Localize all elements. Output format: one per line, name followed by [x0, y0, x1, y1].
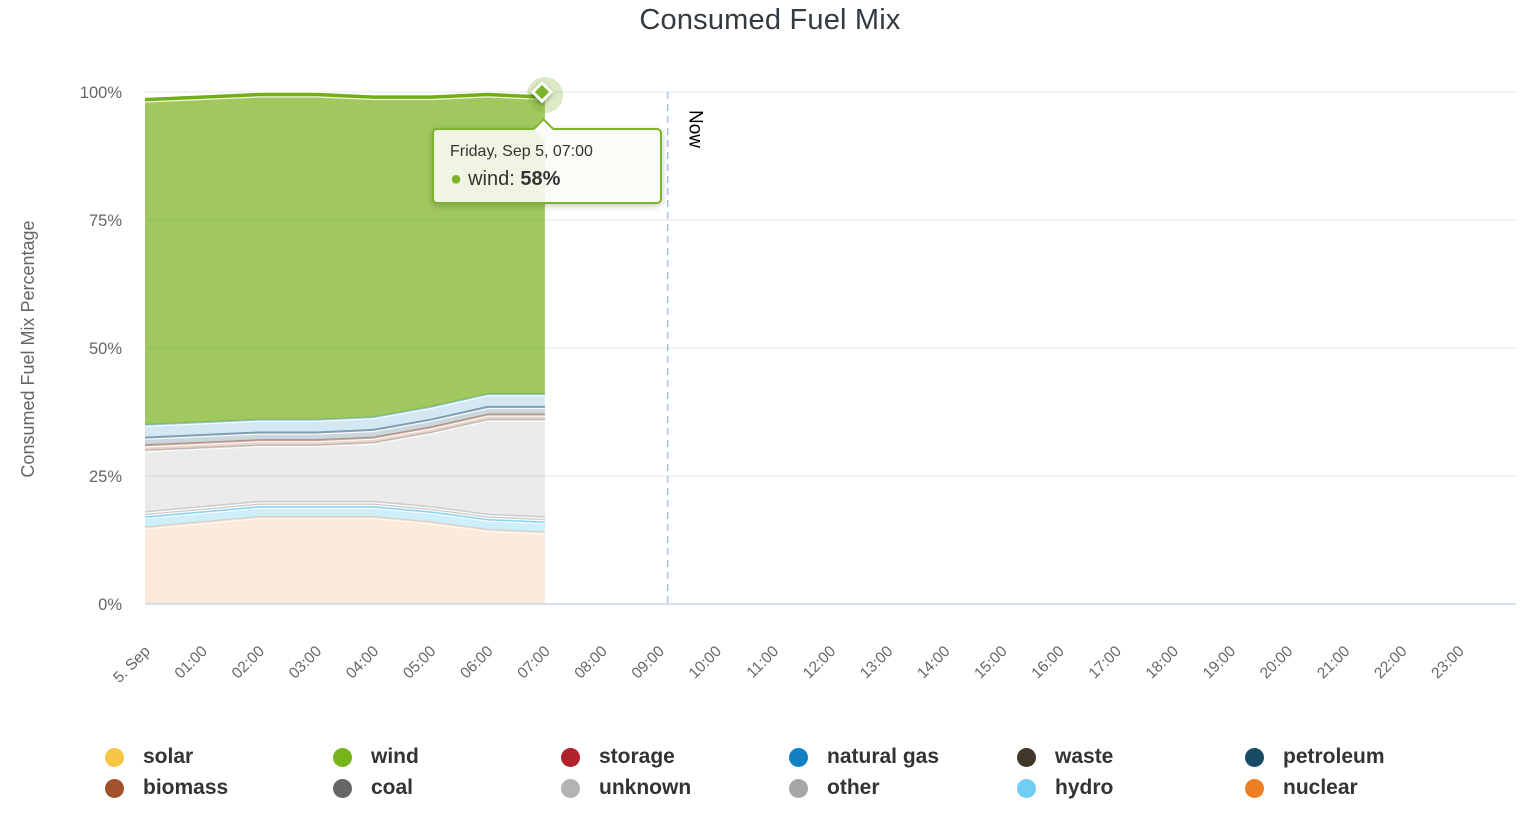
x-tick-label: 12:00	[800, 643, 840, 683]
legend-marker-icon	[1017, 778, 1036, 798]
area-line-halo	[144, 417, 545, 453]
x-tick-label: 02:00	[229, 643, 269, 683]
area-line-hydro	[144, 505, 545, 524]
x-tick-label: 21:00	[1314, 643, 1354, 683]
area-line-other	[144, 503, 545, 521]
legend-label: coal	[371, 776, 414, 799]
legend-label: other	[827, 776, 880, 799]
area-line-petroleum	[144, 405, 545, 439]
x-tick-label: 5. Sep	[110, 643, 154, 687]
legend-item-solar[interactable]: solar	[105, 742, 333, 772]
legend-item-nuclear[interactable]: nuclear	[1245, 773, 1473, 803]
tooltip: Friday, Sep 5, 07:00 ● wind: 58%	[432, 117, 662, 204]
x-tick-label: 18:00	[1143, 643, 1183, 683]
x-tick-label: 17:00	[1085, 643, 1125, 683]
y-tick-label: 25%	[89, 468, 122, 486]
y-tick-label: 50%	[89, 340, 122, 358]
legend-item-wind[interactable]: wind	[333, 742, 561, 772]
area-hydro	[145, 506, 545, 533]
area-line-nuclear	[144, 515, 545, 534]
legend-item-other[interactable]: other	[789, 773, 1017, 803]
x-tick-label: 13:00	[857, 643, 897, 683]
legend-item-petroleum[interactable]: petroleum	[1245, 742, 1473, 772]
x-tick-label: 03:00	[286, 643, 326, 683]
series-bullet-icon: ●	[450, 168, 463, 190]
x-tick-label: 05:00	[400, 643, 440, 683]
legend-marker-icon	[105, 747, 124, 767]
legend-label: solar	[143, 745, 194, 768]
x-tick-label: 22:00	[1371, 643, 1411, 683]
legend: solar wind storage natural gas waste petroleu…	[105, 742, 1473, 803]
tooltip-series-row: ● wind: 58%	[450, 168, 644, 191]
legend-item-biomass[interactable]: biomass	[105, 773, 333, 803]
area-line-wind	[144, 92, 545, 102]
tooltip-value: 58%	[520, 168, 561, 190]
legend-item-unknown[interactable]: unknown	[561, 773, 789, 803]
x-tick-label: 15:00	[971, 643, 1011, 683]
legend-item-hydro[interactable]: hydro	[1017, 773, 1245, 803]
legend-label: natural gas	[827, 745, 940, 768]
legend-marker-icon	[333, 778, 352, 798]
x-tick-label: 20:00	[1257, 643, 1297, 683]
legend-marker-icon	[333, 747, 352, 767]
x-tick-label: 08:00	[571, 643, 611, 683]
area-line-biomass	[144, 413, 545, 447]
legend-label: unknown	[599, 776, 692, 799]
legend-marker-icon	[1017, 747, 1036, 767]
legend-label: petroleum	[1283, 745, 1385, 768]
legend-marker-icon	[561, 778, 580, 798]
legend-marker-icon	[561, 747, 580, 767]
legend-label: storage	[599, 745, 675, 768]
area-line-coal	[144, 418, 545, 452]
legend-marker-icon	[1245, 747, 1264, 767]
legend-marker-icon	[1245, 778, 1264, 798]
x-tick-label: 10:00	[686, 643, 726, 683]
y-tick-label: 75%	[89, 212, 122, 230]
area-line-unknown	[144, 500, 545, 518]
area-coal	[145, 419, 545, 517]
tooltip-series-label: wind:	[468, 168, 515, 190]
chart-title: Consumed Fuel Mix	[639, 4, 901, 36]
area-nuclear	[145, 516, 545, 604]
area-line-halo	[144, 514, 545, 535]
legend-item-storage[interactable]: storage	[561, 742, 789, 772]
legend-marker-icon	[789, 747, 808, 767]
legend-marker-icon	[789, 778, 808, 798]
x-tick-label: 01:00	[171, 643, 211, 683]
x-tick-label: 19:00	[1200, 643, 1240, 683]
x-tick-label: 04:00	[343, 643, 383, 683]
y-tick-label: 100%	[80, 84, 123, 102]
x-tick-label: 07:00	[514, 643, 554, 683]
legend-label: hydro	[1055, 776, 1114, 799]
x-tick-label: 06:00	[457, 643, 497, 683]
tooltip-date: Friday, Sep 5, 07:00	[450, 143, 593, 160]
legend-item-coal[interactable]: coal	[333, 773, 561, 803]
legend-marker-icon	[105, 778, 124, 798]
plot-area[interactable]: 0% 25% 50% 75% 100% Now 5. Sep 01:00 02:00 03:00 0…	[0, 0, 1540, 732]
legend-item-natural-gas[interactable]: natural gas	[789, 742, 1017, 772]
legend-label: nuclear	[1283, 776, 1358, 799]
legend-label: biomass	[143, 776, 229, 799]
x-tick-label: 23:00	[1428, 643, 1468, 683]
legend-label: wind	[371, 745, 419, 768]
x-tick-label: 09:00	[628, 643, 668, 683]
y-tick-label: 0%	[98, 596, 122, 614]
x-tick-label: 11:00	[744, 643, 783, 682]
x-tick-label: 16:00	[1028, 643, 1068, 683]
x-tick-label: 14:00	[914, 643, 954, 683]
legend-label: waste	[1055, 745, 1114, 768]
now-line-label: Now	[685, 110, 706, 148]
legend-item-waste[interactable]: waste	[1017, 742, 1245, 772]
